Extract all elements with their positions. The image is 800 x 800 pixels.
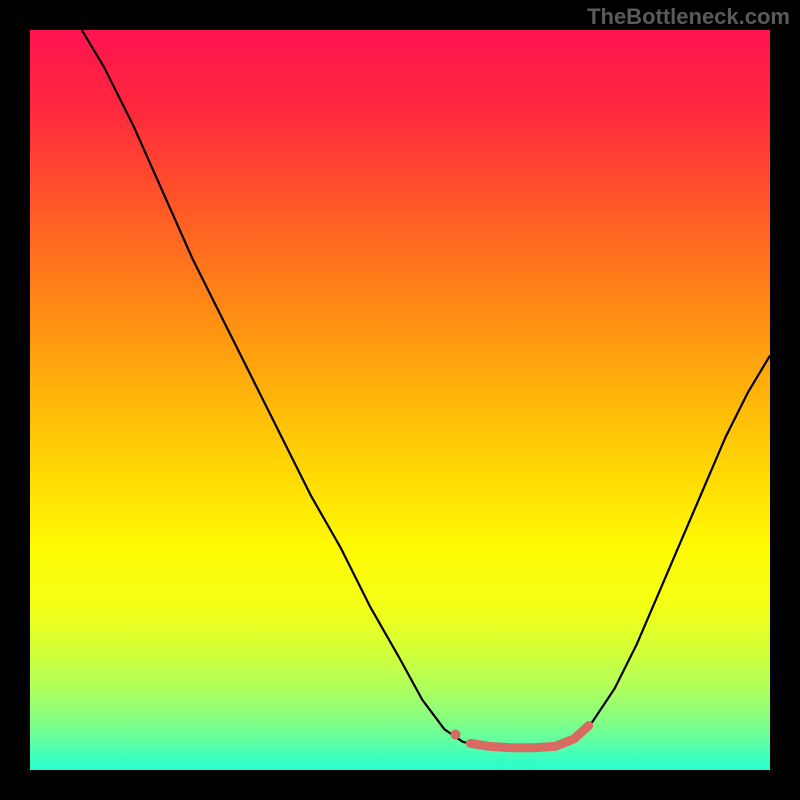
curve-layer xyxy=(30,30,770,770)
optimal-range-marker xyxy=(470,726,588,748)
chart-container: TheBottleneck.com xyxy=(0,0,800,800)
optimal-point-marker xyxy=(451,729,461,739)
watermark-text: TheBottleneck.com xyxy=(587,4,790,30)
plot-area xyxy=(30,30,770,770)
bottleneck-curve xyxy=(82,30,770,748)
